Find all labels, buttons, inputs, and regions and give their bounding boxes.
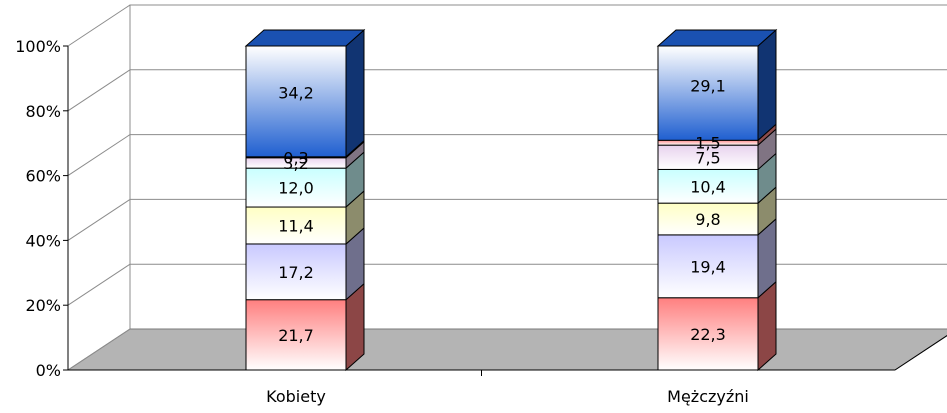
bar-segment: [657, 202, 759, 236]
data-label: 9,8: [695, 210, 720, 229]
data-label: 0,3: [283, 148, 308, 167]
bar-segment: [245, 167, 347, 208]
data-label: 29,1: [690, 77, 726, 96]
bar-segment: [245, 206, 347, 245]
gridline-depth: [67, 328, 131, 371]
x-category-label: Kobiety: [266, 387, 326, 406]
bar-segment: [657, 297, 759, 371]
bar-segment-side: [757, 28, 777, 142]
gridline-depth: [67, 198, 131, 241]
y-tick-label: 80%: [25, 102, 61, 121]
bar-segment: [657, 45, 759, 141]
bar-segment: [245, 45, 347, 158]
bar-segment: [245, 243, 347, 301]
bar-segment: [657, 168, 759, 204]
data-label: 34,2: [278, 84, 314, 103]
gridline-depth: [67, 263, 131, 306]
bar-top-face: [244, 29, 366, 47]
data-label: 17,2: [278, 263, 314, 282]
data-label: 19,4: [690, 257, 726, 276]
data-label: 7,5: [695, 148, 720, 167]
bar-top-face: [656, 29, 778, 47]
y-tick-label: 0%: [36, 361, 61, 380]
gridline-depth: [67, 69, 131, 112]
data-labels: 21,7 17,2 11,4 12,0 3,20,3 34,2 22,3 19,4 9,8 10,…: [278, 77, 726, 345]
y-tick-labels: 0% 20% 40% 60% 80% 100%: [15, 37, 61, 380]
gridline-depth: [67, 134, 131, 177]
data-label: 11,4: [278, 216, 314, 235]
bar-segment-side: [345, 28, 365, 158]
x-category-label: Mężczyźni: [667, 387, 749, 406]
floor: [66, 328, 947, 371]
bar-segment: [245, 299, 347, 371]
y-tick-label: 100%: [15, 37, 61, 56]
x-category-labels: Kobiety Mężczyźni: [266, 387, 749, 406]
y-tick-label: 60%: [25, 167, 61, 186]
data-label: 10,4: [690, 177, 726, 196]
data-label: 22,3: [690, 325, 726, 344]
plot-floor: [66, 328, 947, 371]
y-tick-label: 20%: [25, 296, 61, 315]
data-label: 3,2: [283, 154, 308, 173]
data-label: 12,0: [278, 179, 314, 198]
gridline-depth: [67, 4, 131, 47]
bars: [244, 28, 778, 372]
data-label: 21,7: [278, 326, 314, 345]
y-tick-label: 40%: [25, 231, 61, 250]
data-label: 1,5: [695, 134, 720, 153]
